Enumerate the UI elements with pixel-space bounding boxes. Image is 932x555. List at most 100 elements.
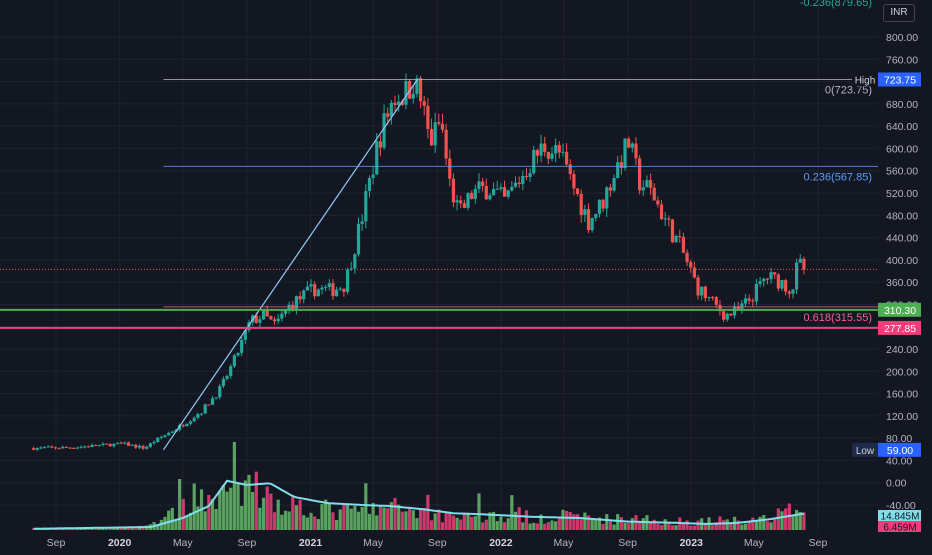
- volume-bar: [134, 528, 138, 530]
- candle-body: [159, 436, 163, 438]
- y-tick-label: 560.00: [886, 166, 918, 178]
- candle: [572, 170, 576, 196]
- candle-body: [776, 274, 780, 289]
- candle: [152, 440, 156, 445]
- candle: [94, 444, 98, 447]
- candle-body: [207, 404, 211, 406]
- volume-bar: [108, 527, 112, 530]
- volume-bar: [670, 525, 675, 530]
- candle-body: [324, 286, 328, 288]
- candle-body: [561, 151, 565, 153]
- volume-bar: [557, 518, 561, 530]
- candle-body: [75, 447, 79, 449]
- candle-body: [72, 447, 76, 449]
- volume-bar: [532, 522, 536, 530]
- candle: [320, 284, 324, 295]
- volume-bar: [156, 524, 160, 530]
- candle-body: [334, 289, 339, 297]
- candle-body: [316, 289, 320, 297]
- candle: [134, 443, 138, 450]
- candle-body: [528, 173, 532, 178]
- candle: [721, 309, 726, 323]
- candle: [692, 261, 696, 279]
- candle: [338, 286, 342, 291]
- candle: [535, 148, 540, 164]
- candle-body: [597, 199, 602, 214]
- volume-bar: [714, 522, 718, 530]
- candle: [689, 259, 693, 273]
- candle: [214, 397, 218, 400]
- candle-body: [199, 413, 204, 415]
- fib-level-label: 0.618(315.55): [804, 312, 873, 324]
- candle-body: [305, 286, 309, 291]
- price-label-value: 723.75: [884, 74, 916, 86]
- y-tick-label: 640.00: [886, 121, 918, 133]
- volume-bar: [528, 523, 532, 530]
- volume-bar: [123, 527, 127, 530]
- candle: [316, 288, 320, 297]
- candle-body: [265, 309, 269, 317]
- candle: [802, 256, 806, 275]
- candle-body: [696, 277, 700, 296]
- candle-body: [178, 425, 182, 430]
- price-axis-badge: [878, 320, 921, 335]
- volume-bar: [568, 512, 572, 530]
- candle: [539, 134, 543, 163]
- volume-bar: [575, 514, 580, 530]
- volume-bar: [389, 502, 393, 530]
- volume-bar: [590, 519, 594, 530]
- candle: [90, 443, 94, 448]
- volume-bar: [272, 512, 277, 530]
- candle-body: [46, 446, 50, 448]
- candle: [203, 403, 207, 414]
- candle-body: [393, 102, 397, 105]
- candle-body: [418, 78, 423, 102]
- candle-body: [221, 378, 226, 387]
- volume-bar: [203, 511, 207, 530]
- grid-lines: [0, 0, 878, 532]
- candle-body: [196, 414, 200, 418]
- y-tick-label: 760.00: [886, 54, 918, 66]
- candle-body: [320, 287, 324, 290]
- currency-button[interactable]: INR: [883, 4, 915, 22]
- volume-bar: [433, 513, 437, 530]
- y-tick-label: 120.00: [886, 411, 918, 423]
- candle-body: [470, 193, 474, 199]
- volume-bar: [535, 523, 540, 530]
- candle: [429, 118, 434, 146]
- candle-body: [429, 128, 434, 146]
- x-tick-label: May: [744, 537, 765, 549]
- volume-bar: [725, 519, 729, 530]
- candle-body: [517, 182, 521, 185]
- candle: [565, 143, 569, 167]
- volume-bar: [674, 525, 678, 530]
- candle-body: [280, 313, 284, 319]
- candle-body: [700, 286, 704, 296]
- candle-body: [170, 431, 174, 433]
- volume-bar: [499, 516, 503, 530]
- volume-bar: [130, 528, 134, 530]
- candle: [207, 404, 211, 406]
- x-tick-label: May: [554, 537, 575, 549]
- volume-bar: [251, 491, 255, 530]
- volume-bar: [623, 522, 627, 530]
- candle: [528, 168, 532, 182]
- volume-bar: [769, 522, 773, 530]
- price-axis: 800.00760.00720.00680.00640.00600.00560.…: [852, 0, 932, 550]
- candle: [188, 420, 193, 426]
- candle-body: [236, 352, 240, 356]
- candle-body: [714, 297, 718, 305]
- candle: [718, 299, 722, 316]
- candlestick-series: [31, 73, 806, 452]
- candle: [261, 309, 266, 320]
- volume-bar: [440, 522, 445, 530]
- volume-bar: [265, 486, 269, 530]
- candle: [659, 200, 664, 220]
- candle: [619, 155, 623, 175]
- candle-body: [608, 187, 613, 191]
- candle: [678, 229, 682, 243]
- volume-bar: [608, 521, 613, 530]
